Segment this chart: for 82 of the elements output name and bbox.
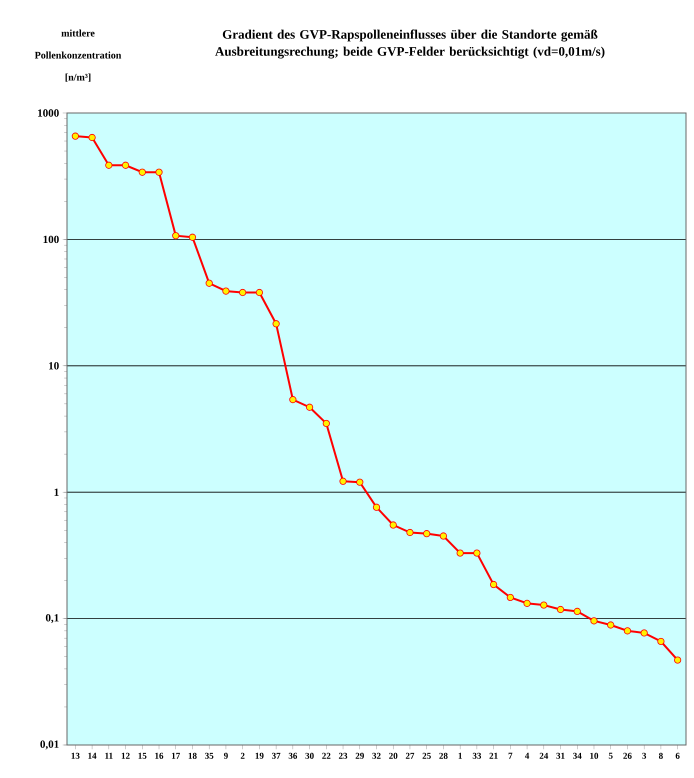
point (624, 627, 632, 634)
point (105, 162, 112, 169)
x-tick-label: 36 (288, 752, 298, 759)
x-tick-label: 29 (356, 752, 364, 759)
point (372, 504, 380, 511)
x-tick-label: 4 (524, 752, 530, 759)
y-tick-label: 1 (54, 488, 59, 496)
x-tick-label: 23 (338, 752, 348, 759)
point (122, 162, 130, 169)
x-tick-label: 13 (72, 752, 80, 759)
x-tick-label: 34 (573, 752, 582, 759)
x-tick-label: 17 (172, 752, 180, 759)
x-tick-label: 19 (256, 752, 264, 759)
point (440, 532, 448, 540)
x-tick-label: 14 (88, 752, 96, 759)
point (356, 478, 364, 486)
y-tick-label: 10 (49, 362, 59, 370)
x-tick-label: 9 (224, 752, 228, 759)
x-tick-label: 22 (322, 752, 330, 759)
point (390, 521, 397, 529)
x-tick-label: 20 (389, 752, 398, 759)
x-tick-label: 1 (458, 752, 462, 759)
x-tick-label: 18 (188, 752, 197, 759)
point (188, 234, 196, 241)
point (72, 132, 79, 140)
x-tick-label: 7 (508, 752, 512, 759)
y-tick-label: 100 (44, 236, 59, 244)
point (556, 606, 564, 614)
x-tick-label: 25 (422, 752, 431, 759)
y-tick-label: 0,01 (40, 740, 59, 750)
x-tick-label: 27 (406, 752, 414, 759)
point (456, 549, 464, 557)
point (155, 168, 163, 176)
point (590, 617, 598, 624)
point (306, 404, 314, 411)
x-tick-label: 33 (472, 752, 482, 759)
y-tick-label: 1000 (38, 109, 59, 117)
x-tick-label: 16 (155, 752, 164, 759)
x-tick-label: 5 (608, 752, 613, 759)
point (490, 580, 498, 588)
x-tick-label: 3 (642, 752, 646, 759)
point (540, 601, 548, 609)
point (222, 287, 230, 295)
text: mittlere Pollenkonzentration [n/m³] (34, 30, 122, 82)
point (640, 629, 648, 637)
x-tick-label: 21 (489, 752, 498, 759)
point (473, 549, 480, 557)
x-tick-label: 31 (556, 752, 565, 759)
x-tick-label: 26 (623, 752, 632, 759)
x-tick-label: 8 (658, 752, 663, 759)
x-tick-label: 11 (105, 752, 113, 759)
point (574, 608, 581, 616)
chart-title: Gradient des GVP-Rapspolleneinflusses über die Standorte gemäß Ausbreitungsrechung; beide GVP-Felder berücksichtigt (vd=0,01m/s) (215, 30, 604, 59)
point (423, 530, 430, 538)
point (674, 656, 682, 664)
point (172, 232, 180, 240)
point (523, 600, 531, 607)
point (322, 420, 330, 428)
point (88, 134, 96, 142)
point (272, 320, 280, 328)
point (138, 168, 146, 176)
x-tick-label: 12 (122, 752, 130, 759)
point (256, 288, 263, 296)
x-tick-label: 24 (540, 752, 548, 759)
x-tick-label: 10 (590, 752, 598, 759)
point (506, 594, 514, 602)
point (339, 478, 347, 485)
x-tick-label: 15 (138, 752, 146, 759)
x-tick-label: 37 (272, 752, 280, 759)
y-tick-label: 0,1 (46, 614, 59, 624)
point (289, 396, 296, 404)
x-tick-label: 6 (676, 752, 680, 759)
point (206, 280, 213, 287)
point (607, 621, 614, 629)
x-tick-label: 28 (439, 752, 448, 759)
x-tick-label: 32 (372, 752, 381, 759)
point (657, 638, 665, 646)
point (406, 528, 414, 536)
x-tick-label: 30 (305, 752, 314, 759)
point (239, 288, 246, 296)
x-tick-label: 2 (240, 752, 245, 759)
x-tick-label: 35 (205, 752, 214, 759)
